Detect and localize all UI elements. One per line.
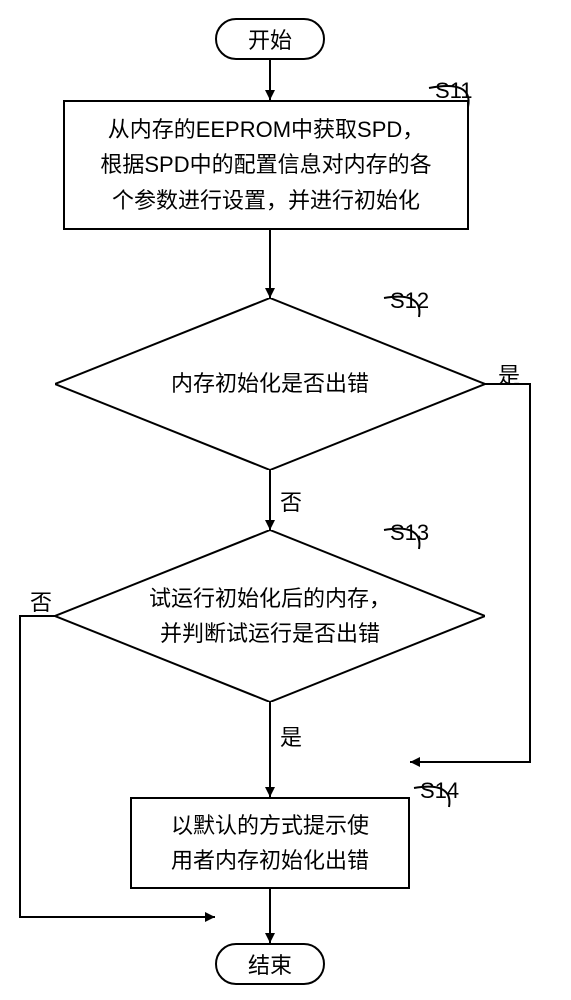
step-label-s11: S11 (435, 78, 473, 104)
s11-line3: 个参数进行设置，并进行初始化 (100, 183, 431, 218)
process-s14-text: 以默认的方式提示使 用者内存初始化出错 (171, 808, 369, 878)
process-s14: 以默认的方式提示使 用者内存初始化出错 (130, 797, 410, 889)
decision-s12-text: 内存初始化是否出错 (171, 366, 369, 401)
s11-line1: 从内存的EEPROM中获取SPD， (100, 112, 431, 147)
process-s11-text: 从内存的EEPROM中获取SPD， 根据SPD中的配置信息对内存的各 个参数进行… (100, 112, 431, 218)
start-label: 开始 (248, 23, 292, 55)
decision-s13-text: 试运行初始化后的内存， 并判断试运行是否出错 (149, 581, 391, 651)
label-s12-yes: 是 (498, 358, 520, 390)
s14-line1: 以默认的方式提示使 (171, 808, 369, 843)
process-s11: 从内存的EEPROM中获取SPD， 根据SPD中的配置信息对内存的各 个参数进行… (63, 100, 469, 230)
end-label: 结束 (248, 948, 292, 980)
label-s12-no: 否 (280, 485, 302, 517)
label-s13-no: 否 (30, 585, 52, 617)
s11-line2: 根据SPD中的配置信息对内存的各 (100, 147, 431, 182)
end-terminal: 结束 (215, 943, 325, 985)
s14-line2: 用者内存初始化出错 (171, 843, 369, 878)
flowchart-canvas: 开始 从内存的EEPROM中获取SPD， 根据SPD中的配置信息对内存的各 个参… (0, 0, 571, 1000)
label-s13-yes: 是 (280, 720, 302, 752)
start-terminal: 开始 (215, 18, 325, 60)
s13-line1: 试运行初始化后的内存， (149, 581, 391, 616)
step-label-s14: S14 (420, 778, 459, 804)
decision-s12: 内存初始化是否出错 (55, 298, 485, 470)
step-label-s13: S13 (390, 520, 429, 546)
step-label-s12: S12 (390, 288, 429, 314)
s13-line2: 并判断试运行是否出错 (149, 616, 391, 651)
decision-s13: 试运行初始化后的内存， 并判断试运行是否出错 (55, 530, 485, 702)
